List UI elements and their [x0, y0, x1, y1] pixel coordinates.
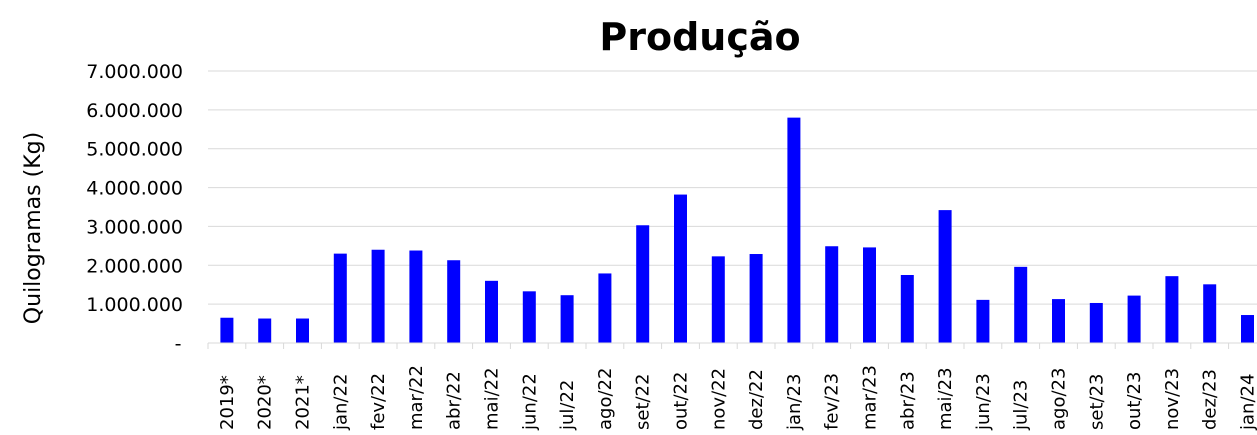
bar: [598, 273, 612, 343]
bar: [1203, 284, 1217, 343]
y-tick-label: 5.000.000: [86, 139, 183, 161]
bar: [674, 194, 687, 343]
bar: [825, 246, 839, 343]
x-tick-label: mar/22: [406, 365, 427, 430]
bar: [787, 117, 801, 343]
x-axis-ticks: 2019* 2020* 2021* jan/22 fev/22 mar/22 abr/22 m…: [207, 343, 1257, 431]
y-tick-label: 3.000.000: [86, 216, 183, 238]
y-axis-label: Quilogramas (Kg): [21, 132, 46, 324]
x-tick-label: abr/22: [444, 371, 465, 430]
x-tick-label: set/22: [633, 374, 654, 430]
x-tick-label: mai/22: [482, 367, 503, 430]
x-tick-label: abr/23: [897, 371, 918, 430]
x-tick-label: mar/23: [860, 365, 881, 430]
bar: [1127, 295, 1141, 343]
y-tick-label: 2.000.000: [86, 255, 183, 277]
y-tick-label: 4.000.000: [86, 178, 183, 200]
x-tick-label: dez/23: [1200, 369, 1221, 430]
chart-title: Produção: [599, 15, 800, 59]
x-tick-label: out/23: [1124, 372, 1145, 430]
bar: [1241, 315, 1254, 343]
x-tick-label: mai/23: [935, 367, 956, 430]
x-tick-label: jan/23: [784, 374, 805, 431]
bar: [296, 318, 309, 343]
x-tick-label: jul/22: [557, 380, 578, 431]
bar: [371, 249, 385, 343]
bar: [749, 254, 763, 343]
y-tick-label: -: [175, 333, 182, 355]
bar: [636, 225, 650, 343]
bar: [333, 253, 347, 343]
y-tick-label: 7.000.000: [86, 61, 183, 83]
bar: [900, 275, 914, 343]
bar: [409, 250, 423, 343]
x-tick-label: 2019*: [217, 375, 238, 430]
x-tick-label: 2021*: [293, 375, 314, 430]
y-tick-label: 1.000.000: [86, 294, 183, 316]
x-tick-label: set/23: [1086, 374, 1107, 430]
x-tick-label: ago/22: [595, 368, 616, 430]
x-tick-label: nov/23: [1162, 368, 1183, 430]
bar: [258, 318, 272, 343]
x-tick-label: out/22: [671, 372, 692, 430]
x-tick-label: jul/23: [1011, 380, 1032, 431]
bar: [522, 291, 536, 343]
bar: [447, 260, 461, 343]
bar: [1014, 266, 1028, 343]
x-tick-label: jan/24: [1238, 374, 1257, 431]
x-tick-label: 2020*: [255, 375, 276, 430]
bar: [1089, 302, 1103, 343]
x-tick-label: ago/23: [1049, 368, 1070, 430]
bar: [938, 210, 952, 343]
bar: [485, 280, 498, 343]
gridlines: [208, 70, 1257, 305]
bars: [220, 117, 1254, 343]
bar: [1052, 299, 1065, 343]
x-tick-label: nov/22: [708, 368, 729, 430]
x-tick-label: fev/22: [368, 373, 389, 430]
y-axis-ticks: - 1.000.000 2.000.000 3.000.000 4.000.000 5.0…: [86, 61, 183, 355]
bar: [1165, 276, 1179, 343]
bar: [220, 317, 234, 343]
bar: [863, 247, 876, 343]
bar: [560, 295, 574, 343]
y-tick-label: 6.000.000: [86, 100, 183, 122]
x-tick-label: dez/22: [746, 369, 767, 430]
x-tick-label: jun/22: [519, 373, 540, 431]
x-tick-label: fev/23: [822, 373, 843, 430]
x-tick-label: jun/23: [973, 373, 994, 431]
bar: [711, 256, 725, 343]
bar: [976, 299, 990, 343]
x-tick-label: jan/22: [330, 374, 351, 431]
